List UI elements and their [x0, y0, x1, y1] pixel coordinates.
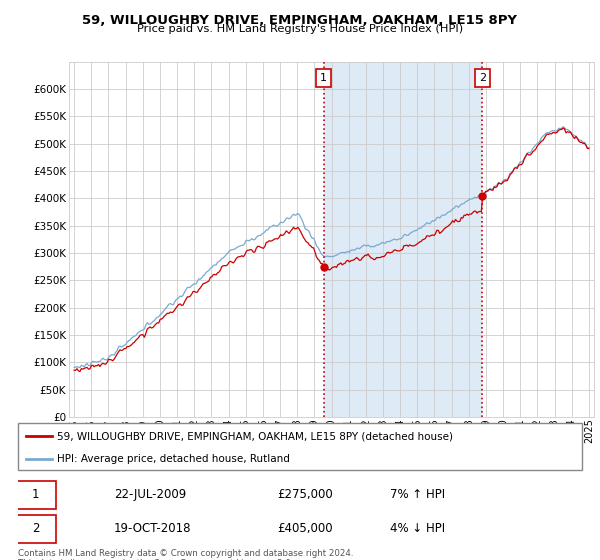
- Text: HPI: Average price, detached house, Rutland: HPI: Average price, detached house, Rutl…: [58, 454, 290, 464]
- Text: 2: 2: [479, 73, 486, 83]
- Text: 4% ↓ HPI: 4% ↓ HPI: [390, 522, 445, 535]
- Text: 1: 1: [320, 73, 327, 83]
- Text: 59, WILLOUGHBY DRIVE, EMPINGHAM, OAKHAM, LE15 8PY (detached house): 59, WILLOUGHBY DRIVE, EMPINGHAM, OAKHAM,…: [58, 431, 454, 441]
- Text: 2: 2: [32, 522, 39, 535]
- Bar: [324, 62, 482, 417]
- Text: Contains HM Land Registry data © Crown copyright and database right 2024.
This d: Contains HM Land Registry data © Crown c…: [18, 549, 353, 560]
- Text: 7% ↑ HPI: 7% ↑ HPI: [390, 488, 445, 501]
- Text: 1: 1: [32, 488, 39, 501]
- FancyBboxPatch shape: [15, 515, 56, 543]
- Text: £405,000: £405,000: [277, 522, 333, 535]
- FancyBboxPatch shape: [18, 423, 582, 470]
- Text: £275,000: £275,000: [277, 488, 333, 501]
- Text: 59, WILLOUGHBY DRIVE, EMPINGHAM, OAKHAM, LE15 8PY: 59, WILLOUGHBY DRIVE, EMPINGHAM, OAKHAM,…: [83, 14, 517, 27]
- Text: 19-OCT-2018: 19-OCT-2018: [114, 522, 191, 535]
- Text: 22-JUL-2009: 22-JUL-2009: [114, 488, 186, 501]
- Text: Price paid vs. HM Land Registry's House Price Index (HPI): Price paid vs. HM Land Registry's House …: [137, 24, 463, 34]
- FancyBboxPatch shape: [15, 481, 56, 509]
